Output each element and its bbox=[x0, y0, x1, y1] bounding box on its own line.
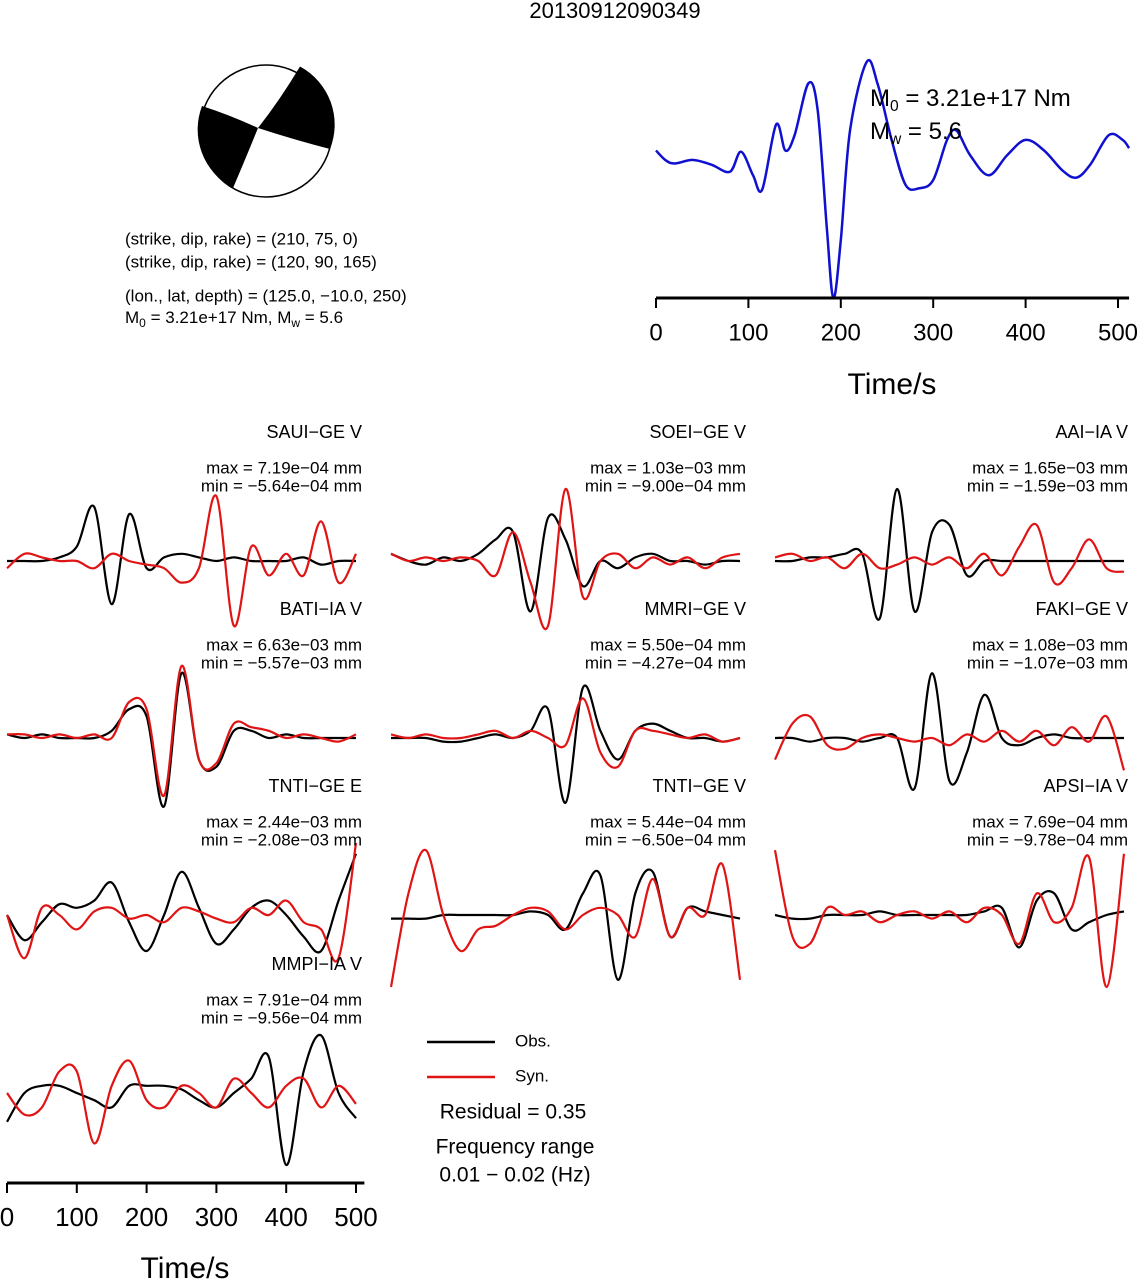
station-label: TNTI−GE V bbox=[652, 776, 746, 796]
max-label: max = 6.63e−03 mm bbox=[206, 635, 362, 654]
max-label: max = 1.08e−03 mm bbox=[972, 635, 1128, 654]
annotation-part: M bbox=[870, 118, 890, 145]
x-tick-label: 400 bbox=[1006, 319, 1046, 346]
max-label: max = 1.03e−03 mm bbox=[590, 458, 746, 477]
waveform bbox=[390, 697, 741, 769]
min-label: min = −9.00e−04 mm bbox=[585, 476, 746, 495]
x-tick-label: 300 bbox=[195, 1202, 238, 1232]
max-label: max = 7.91e−04 mm bbox=[206, 990, 362, 1009]
frequency-text: Frequency range bbox=[436, 1136, 595, 1159]
waveform bbox=[6, 853, 358, 954]
x-tick-label: 200 bbox=[125, 1202, 168, 1232]
min-label: min = −9.78e−04 mm bbox=[967, 830, 1128, 849]
station-label: FAKI−GE V bbox=[1035, 599, 1128, 619]
beachball-quadrant bbox=[258, 66, 335, 149]
x-tick-label: 500 bbox=[1098, 319, 1138, 346]
station-label: APSI−IA V bbox=[1043, 776, 1128, 796]
mechanism-text: (strike, dip, rake) = (210, 75, 0) bbox=[125, 229, 358, 248]
residual-text: Residual = 0.35 bbox=[440, 1101, 587, 1124]
x-tick-label: 500 bbox=[334, 1202, 377, 1232]
max-label: max = 7.69e−04 mm bbox=[972, 812, 1128, 831]
max-label: max = 2.44e−03 mm bbox=[206, 812, 362, 831]
min-label: min = −5.64e−04 mm bbox=[201, 476, 362, 495]
beachball bbox=[197, 64, 335, 198]
annotation-part: = 5.6 bbox=[901, 118, 962, 145]
waveform bbox=[6, 494, 357, 627]
waveform bbox=[7, 504, 357, 606]
waveform bbox=[774, 890, 1125, 949]
waveform bbox=[774, 672, 1124, 791]
waveform bbox=[774, 522, 1125, 586]
x-tick-label: 100 bbox=[55, 1202, 98, 1232]
figure-title: 20130912090349 bbox=[529, 0, 700, 23]
min-label: min = −5.57e−03 mm bbox=[201, 653, 362, 672]
max-label: max = 1.65e−03 mm bbox=[972, 458, 1128, 477]
max-label: max = 7.19e−04 mm bbox=[206, 458, 362, 477]
min-label: min = −2.08e−03 mm bbox=[201, 830, 362, 849]
max-label: max = 5.50e−04 mm bbox=[590, 635, 746, 654]
min-label: min = −1.59e−03 mm bbox=[967, 476, 1128, 495]
station-label: MMRI−GE V bbox=[644, 599, 746, 619]
annotation-part: w bbox=[889, 131, 902, 148]
x-tick-label: 0 bbox=[0, 1202, 14, 1232]
min-label: min = −6.50e−04 mm bbox=[585, 830, 746, 849]
location-text: (lon., lat, depth) = (125.0, −10.0, 250) bbox=[125, 286, 407, 305]
beachball-quadrant bbox=[197, 106, 258, 188]
x-axis-label: Time/s bbox=[141, 1252, 230, 1283]
min-label: min = −1.07e−03 mm bbox=[967, 653, 1128, 672]
waveform bbox=[774, 487, 1124, 621]
waveform bbox=[390, 513, 741, 613]
moment-text: M0 = 3.21e+17 Nm, Mw = 5.6 bbox=[125, 308, 343, 330]
station-label: SAUI−GE V bbox=[266, 422, 362, 442]
station-label: MMPI−IA V bbox=[271, 954, 362, 974]
annotation-part: = 3.21e+17 Nm bbox=[899, 85, 1071, 112]
station-label: AAI−IA V bbox=[1055, 422, 1128, 442]
x-tick-label: 200 bbox=[821, 319, 861, 346]
annotation: M0 = 3.21e+17 Nm bbox=[870, 85, 1071, 115]
waveform bbox=[6, 1033, 357, 1167]
waveform bbox=[774, 713, 1126, 771]
x-axis-label: Time/s bbox=[848, 368, 937, 401]
annotation: Mw = 5.6 bbox=[870, 118, 962, 148]
waveform bbox=[6, 664, 357, 797]
waveform bbox=[773, 849, 1126, 989]
waveform bbox=[389, 848, 742, 988]
x-tick-label: 400 bbox=[265, 1202, 308, 1232]
x-tick-label: 300 bbox=[913, 319, 953, 346]
legend-label: Syn. bbox=[515, 1066, 549, 1085]
station-label: SOEI−GE V bbox=[649, 422, 746, 442]
station-label: TNTI−GE E bbox=[268, 776, 362, 796]
waveform bbox=[391, 868, 741, 981]
x-tick-label: 0 bbox=[649, 319, 662, 346]
legend-label: Obs. bbox=[515, 1031, 551, 1050]
mechanism-text: (strike, dip, rake) = (120, 90, 165) bbox=[125, 252, 377, 271]
frequency-text: 0.01 − 0.02 (Hz) bbox=[439, 1164, 590, 1187]
waveform bbox=[6, 1059, 357, 1145]
annotation-part: 0 bbox=[890, 98, 899, 115]
max-label: max = 5.44e−04 mm bbox=[590, 812, 746, 831]
waveform bbox=[390, 487, 741, 631]
annotation-part: M bbox=[870, 85, 890, 112]
waveform bbox=[391, 684, 741, 804]
min-label: min = −4.27e−04 mm bbox=[585, 653, 746, 672]
source-time-function bbox=[655, 58, 1131, 300]
min-label: min = −9.56e−04 mm bbox=[201, 1008, 362, 1027]
x-tick-label: 100 bbox=[728, 319, 768, 346]
station-label: BATI−IA V bbox=[280, 599, 362, 619]
waveform bbox=[5, 842, 358, 963]
